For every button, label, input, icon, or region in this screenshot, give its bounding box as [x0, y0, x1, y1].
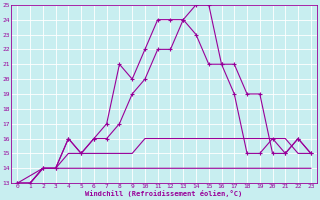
X-axis label: Windchill (Refroidissement éolien,°C): Windchill (Refroidissement éolien,°C) — [85, 190, 243, 197]
